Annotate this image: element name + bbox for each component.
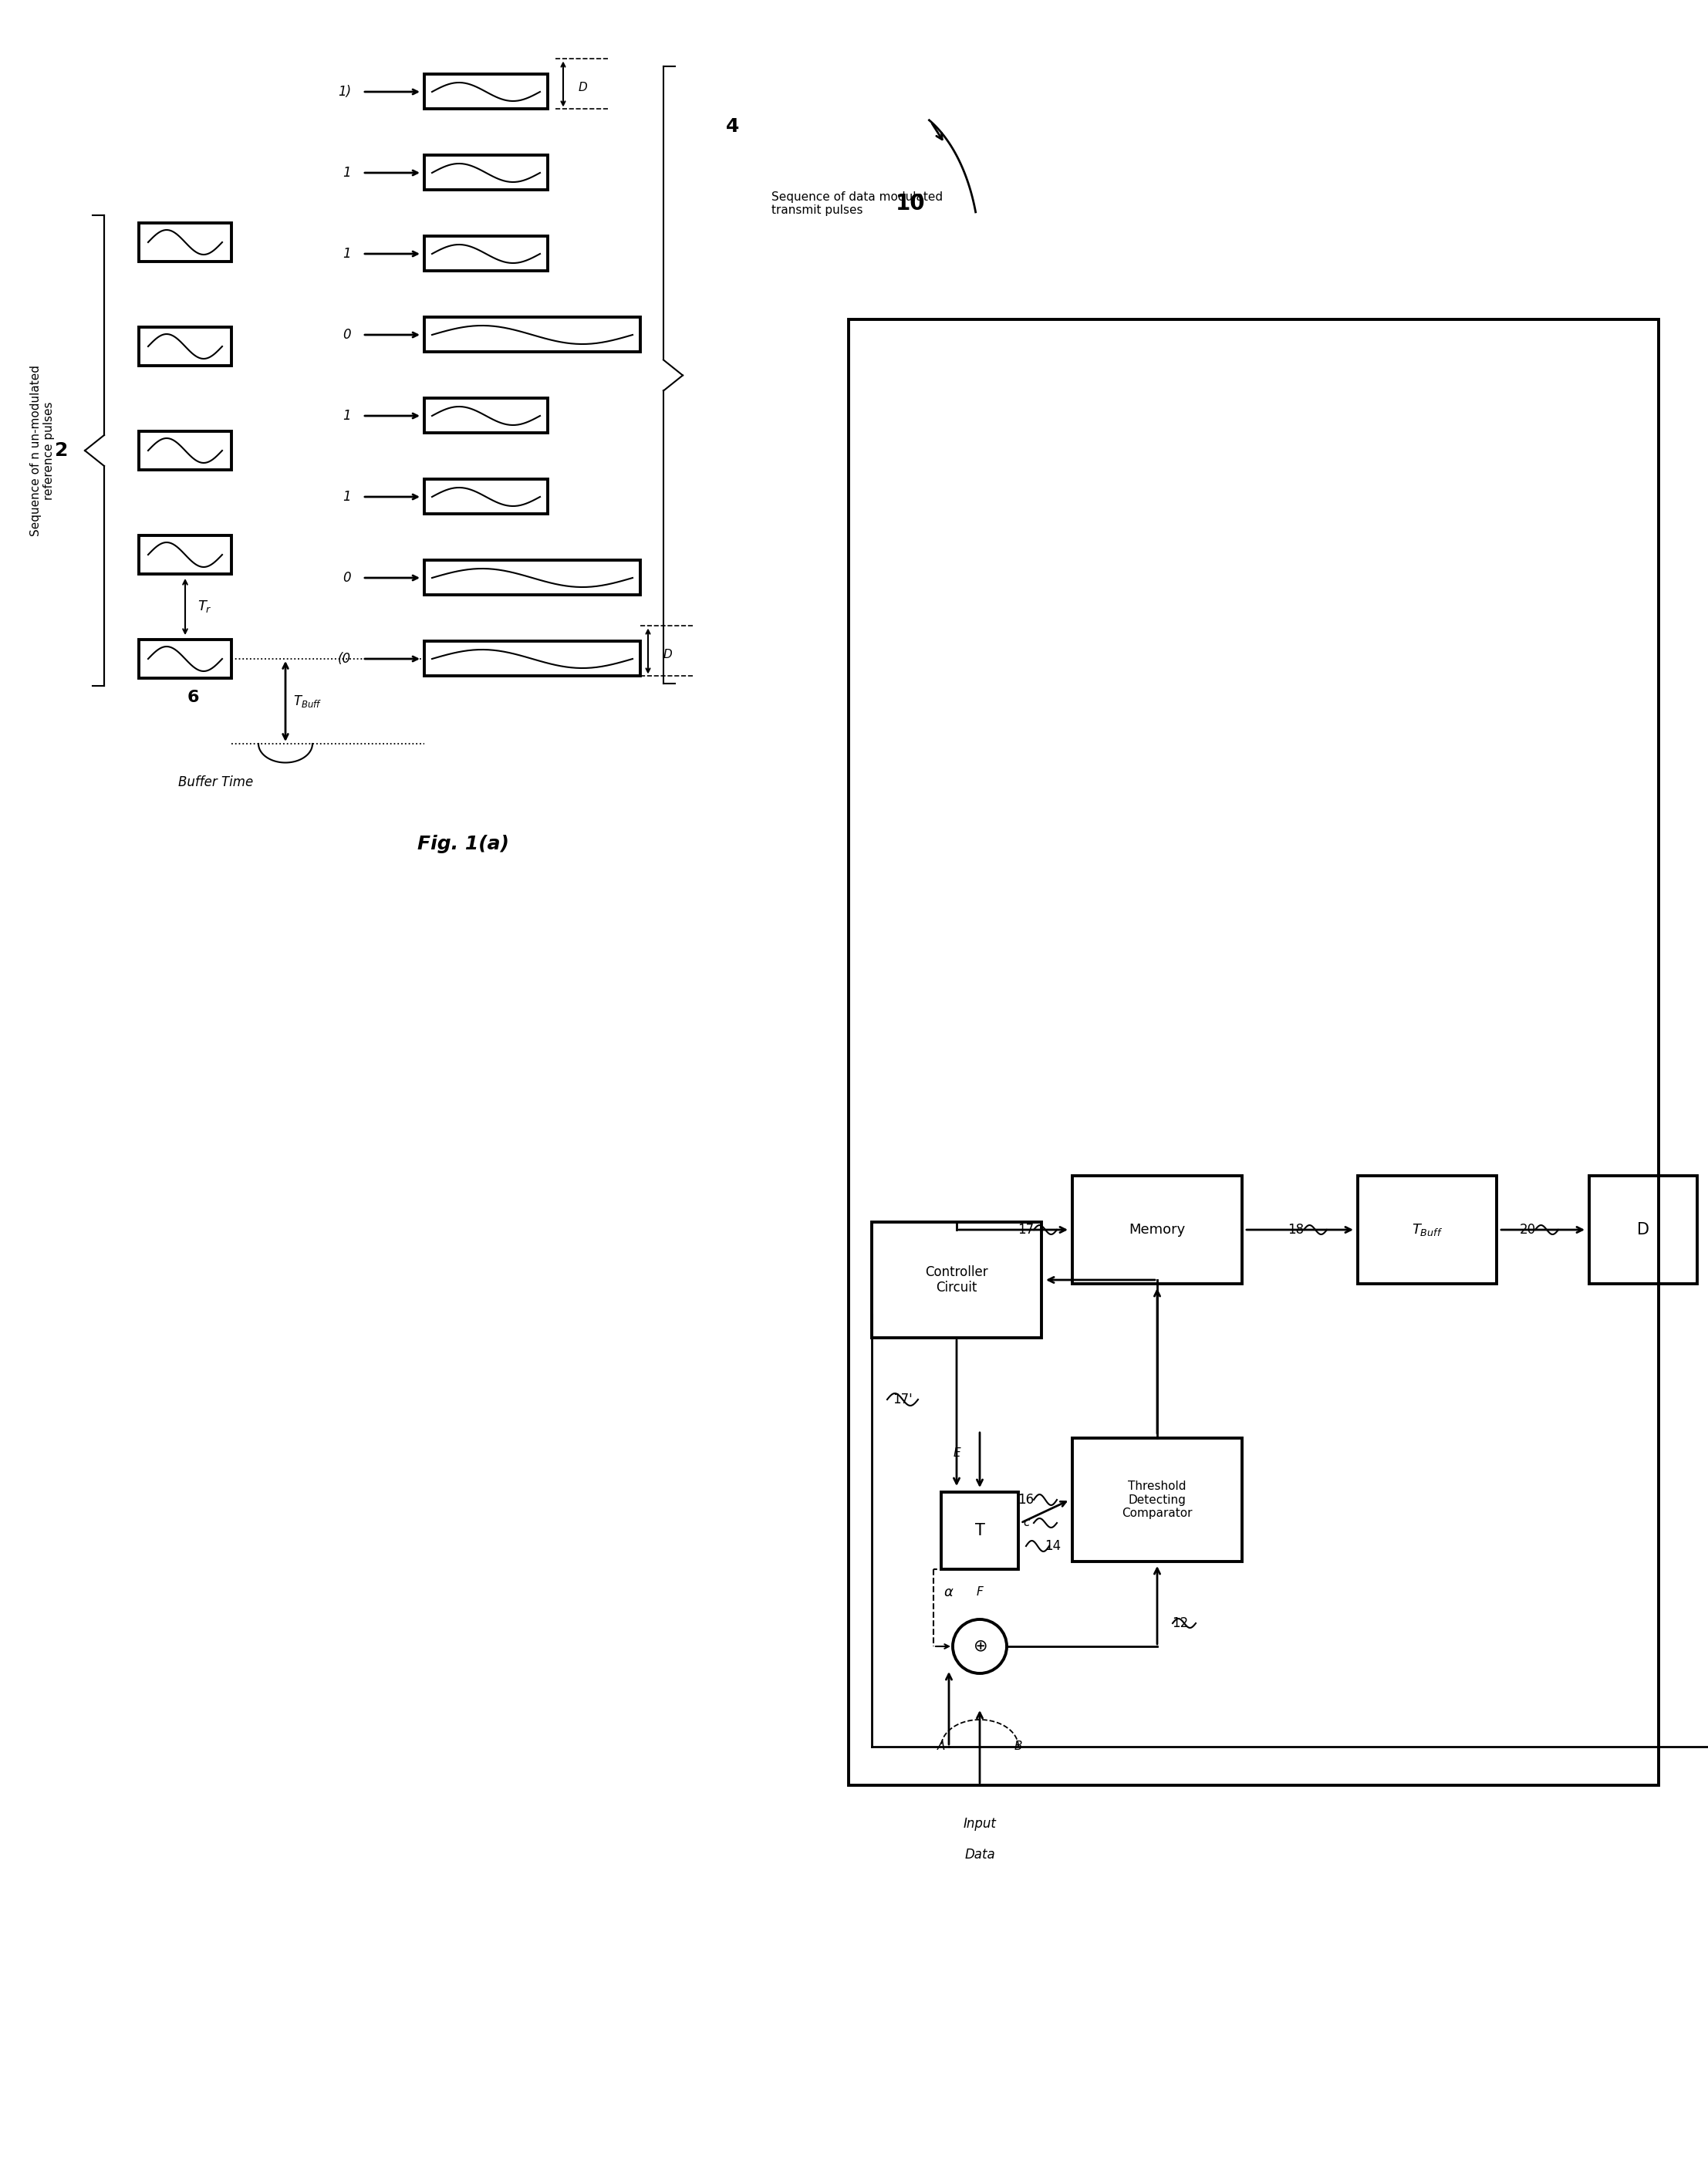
Text: Memory: Memory: [1129, 1222, 1185, 1237]
Text: 6: 6: [186, 690, 198, 706]
Text: 17': 17': [893, 1392, 912, 1407]
Text: $\alpha$: $\alpha$: [943, 1585, 955, 1600]
Text: 12: 12: [1172, 1615, 1189, 1630]
Text: Sequence of data modulated
transmit pulses: Sequence of data modulated transmit puls…: [772, 191, 943, 217]
Bar: [1073, 1437, 1242, 1561]
Text: $\oplus$: $\oplus$: [972, 1639, 987, 1654]
Text: E: E: [953, 1448, 960, 1459]
Text: $T_{Buff}$: $T_{Buff}$: [294, 693, 321, 710]
Bar: [424, 560, 640, 595]
Text: 1: 1: [343, 408, 352, 423]
Bar: [138, 640, 232, 677]
Bar: [138, 536, 232, 573]
Bar: [424, 156, 548, 191]
Text: Sequence of n un-modulated
reference pulses: Sequence of n un-modulated reference pul…: [31, 365, 55, 536]
Text: Fig. 1(a): Fig. 1(a): [417, 836, 509, 853]
Bar: [1073, 1177, 1242, 1283]
Text: 4: 4: [726, 117, 740, 137]
Bar: [871, 1222, 1042, 1337]
Bar: [1588, 1177, 1698, 1283]
Text: (0: (0: [338, 651, 352, 666]
Text: Controller
Circuit: Controller Circuit: [926, 1266, 989, 1294]
Text: c: c: [1023, 1518, 1030, 1528]
Text: F: F: [977, 1587, 984, 1598]
Bar: [424, 317, 640, 352]
Text: 1: 1: [343, 247, 352, 261]
Text: 10: 10: [895, 193, 926, 215]
Text: 1): 1): [338, 85, 352, 98]
Text: 1: 1: [343, 491, 352, 504]
Bar: [138, 432, 232, 469]
Text: 18: 18: [1288, 1222, 1305, 1237]
Text: 14: 14: [1045, 1539, 1061, 1552]
Text: D: D: [1636, 1222, 1650, 1237]
Text: $T_{Buff}$: $T_{Buff}$: [1413, 1222, 1443, 1237]
Text: Input: Input: [963, 1817, 996, 1830]
Text: Data: Data: [965, 1848, 996, 1861]
Text: 17: 17: [1018, 1222, 1033, 1237]
Text: $T_r$: $T_r$: [196, 599, 212, 614]
Text: 16: 16: [1018, 1494, 1033, 1507]
Text: 20: 20: [1520, 1222, 1535, 1237]
Bar: [849, 319, 1658, 1785]
Bar: [941, 1491, 1018, 1570]
Text: Buffer Time: Buffer Time: [179, 775, 253, 790]
Text: D: D: [663, 649, 671, 660]
Text: B: B: [1015, 1741, 1023, 1752]
Bar: [138, 224, 232, 261]
Bar: [138, 328, 232, 365]
Bar: [424, 399, 548, 434]
Text: Threshold
Detecting
Comparator: Threshold Detecting Comparator: [1122, 1481, 1192, 1520]
Text: 1: 1: [343, 165, 352, 180]
Text: 2: 2: [55, 441, 68, 460]
Text: D: D: [577, 82, 588, 93]
Bar: [1358, 1177, 1496, 1283]
Text: T: T: [975, 1522, 986, 1539]
Bar: [424, 480, 548, 515]
Bar: [424, 237, 548, 271]
Text: 0: 0: [343, 571, 352, 584]
Text: 0: 0: [343, 328, 352, 341]
Text: A: A: [938, 1741, 945, 1752]
Bar: [424, 640, 640, 675]
Bar: [424, 74, 548, 109]
